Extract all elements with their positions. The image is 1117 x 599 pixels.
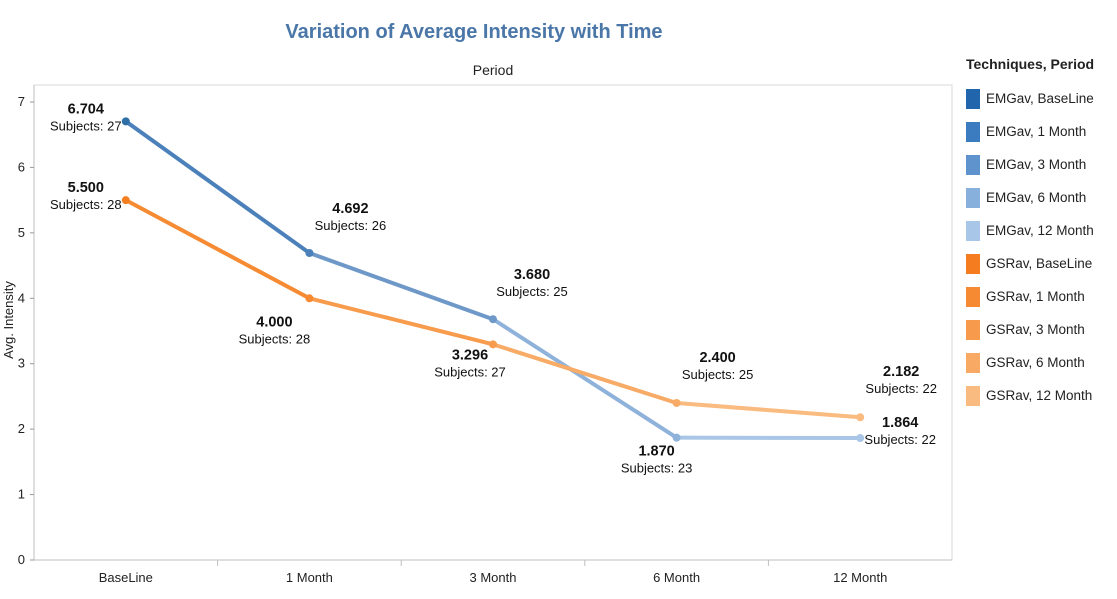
value-label: 2.400	[699, 350, 735, 366]
legend-label: EMGav, BaseLine	[986, 91, 1094, 106]
legend-label: GSRav, 12 Month	[986, 388, 1093, 403]
subjects-label: Subjects: 28	[239, 331, 311, 346]
legend-item[interactable]: EMGav, 12 Month	[966, 214, 1111, 247]
value-label: 2.182	[883, 364, 919, 380]
subjects-label: Subjects: 25	[682, 367, 754, 382]
legend-item[interactable]: EMGav, 1 Month	[966, 115, 1111, 148]
legend-label: GSRav, 3 Month	[986, 322, 1085, 337]
legend-label: EMGav, 6 Month	[986, 190, 1087, 205]
y-tick-label: 2	[18, 421, 25, 436]
series-segment-gsrav	[491, 342, 679, 405]
value-label: 4.000	[256, 314, 292, 330]
legend-label: GSRav, BaseLine	[986, 256, 1093, 271]
value-label: 1.870	[638, 444, 674, 460]
x-tick-label: 3 Month	[470, 570, 517, 585]
y-tick-label: 6	[18, 159, 25, 174]
legend-item[interactable]: GSRav, 1 Month	[966, 280, 1111, 313]
series-segment-emgav	[491, 317, 679, 440]
series-segment-gsrav	[674, 400, 863, 420]
series-segment-emgav	[307, 251, 495, 322]
legend-item[interactable]: GSRav, 6 Month	[966, 346, 1111, 379]
chart-title: Variation of Average Intensity with Time	[285, 21, 662, 43]
legend-item[interactable]: EMGav, 6 Month	[966, 181, 1111, 214]
legend-label: EMGav, 3 Month	[986, 157, 1087, 172]
y-axis-label: Avg. Intensity	[1, 281, 16, 359]
y-tick-label: 4	[18, 290, 25, 305]
y-tick-label: 3	[18, 356, 25, 371]
subjects-label: Subjects: 28	[50, 197, 122, 212]
legend-title: Techniques, Period	[966, 56, 1095, 72]
y-tick-label: 1	[18, 487, 25, 502]
subjects-label: Subjects: 25	[496, 284, 568, 299]
series-points	[121, 117, 865, 443]
subjects-label: Subjects: 22	[864, 432, 936, 447]
legend-swatch	[966, 352, 980, 373]
data-point-emgav	[121, 117, 130, 126]
data-point-emgav	[305, 249, 314, 258]
series-lines	[123, 119, 863, 441]
x-tick-label: 6 Month	[653, 570, 700, 585]
legend-item[interactable]: GSRav, BaseLine	[966, 247, 1111, 280]
value-label: 6.704	[68, 101, 104, 117]
legend: Techniques, Period EMGav, BaseLine EMGav,…	[966, 56, 1111, 412]
subjects-label: Subjects: 22	[865, 381, 937, 396]
data-point-gsrav	[856, 413, 865, 422]
value-label: 5.500	[68, 180, 104, 196]
legend-swatch	[966, 88, 980, 109]
legend-item[interactable]: EMGav, BaseLine	[966, 82, 1111, 115]
subjects-label: Subjects: 27	[434, 364, 506, 379]
legend-item[interactable]: GSRav, 3 Month	[966, 313, 1111, 346]
legend-swatch	[966, 220, 980, 241]
x-tick-label: 1 Month	[286, 570, 333, 585]
legend-item[interactable]: GSRav, 12 Month	[966, 379, 1111, 412]
legend-swatch	[966, 385, 980, 406]
legend-swatch	[966, 154, 980, 175]
y-tick-label: 7	[18, 94, 25, 109]
data-point-gsrav	[489, 340, 497, 349]
legend-label: GSRav, 1 Month	[986, 289, 1085, 304]
y-tick-label: 5	[18, 225, 25, 240]
series-segment-gsrav	[123, 198, 312, 301]
legend-swatch	[966, 187, 980, 208]
value-label: 4.692	[332, 201, 368, 217]
subjects-label: Subjects: 23	[621, 461, 693, 476]
legend-label: EMGav, 12 Month	[986, 223, 1094, 238]
x-header: Period	[473, 62, 513, 78]
data-point-emgav	[672, 433, 681, 442]
data-point-emgav	[489, 315, 497, 324]
legend-label: GSRav, 6 Month	[986, 355, 1085, 370]
legend-swatch	[966, 319, 980, 340]
series-segment-emgav	[123, 119, 312, 256]
legend-swatch	[966, 286, 980, 307]
data-point-gsrav	[672, 398, 681, 407]
axes: 0 1 2 3 4 5 6 7 BaseLine 1 Month 3 Month 6 Month 12 …	[18, 84, 953, 585]
series-segment-gsrav	[307, 296, 495, 347]
legend-label: EMGav, 1 Month	[986, 124, 1087, 139]
value-label: 3.296	[452, 347, 488, 363]
y-tick-label: 0	[18, 552, 25, 567]
legend-swatch	[966, 121, 980, 142]
data-point-emgav	[856, 434, 865, 443]
x-tick-label: 12 Month	[833, 570, 887, 585]
data-point-gsrav	[121, 196, 130, 205]
legend-items: EMGav, BaseLine EMGav, 1 Month EMGav, 3 Mo…	[966, 82, 1111, 412]
subjects-label: Subjects: 27	[50, 118, 122, 133]
x-tick-label: BaseLine	[99, 570, 153, 585]
value-label: 1.864	[882, 415, 918, 431]
data-point-gsrav	[305, 294, 314, 303]
subjects-label: Subjects: 26	[315, 218, 387, 233]
legend-item[interactable]: EMGav, 3 Month	[966, 148, 1111, 181]
legend-swatch	[966, 253, 980, 274]
value-label: 3.680	[514, 267, 550, 283]
